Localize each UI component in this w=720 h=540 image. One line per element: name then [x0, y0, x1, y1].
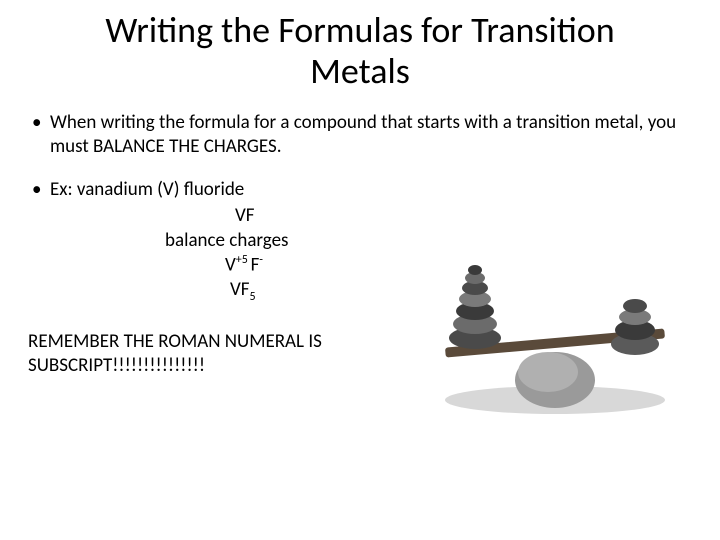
v-charge: +5 — [236, 253, 251, 267]
slide: Writing the Formulas for Transition Meta… — [0, 0, 720, 540]
result-sub: 5 — [250, 290, 256, 304]
remember-line1: REMEMBER THE ROMAN NUMERAL IS — [28, 330, 322, 353]
page-title: Writing the Formulas for Transition Meta… — [28, 10, 692, 93]
f-symbol: F — [251, 254, 260, 277]
balance-image — [420, 220, 690, 420]
balance-scale-icon — [420, 220, 690, 420]
bullet-rule: • When writing the formula for a compoun… — [28, 111, 692, 159]
result-vf: VF — [230, 278, 250, 301]
v-symbol: V — [225, 254, 236, 277]
remember-line2: SUBSCRIPT!!!!!!!!!!!!!!! — [28, 354, 205, 377]
bullet-rule-text: When writing the formula for a compound … — [50, 111, 692, 159]
example-label: Ex: vanadium (V) fluoride — [50, 178, 692, 202]
bullet-dot: • — [28, 178, 50, 306]
f-charge: - — [259, 253, 263, 267]
bullet-dot: • — [28, 111, 50, 159]
